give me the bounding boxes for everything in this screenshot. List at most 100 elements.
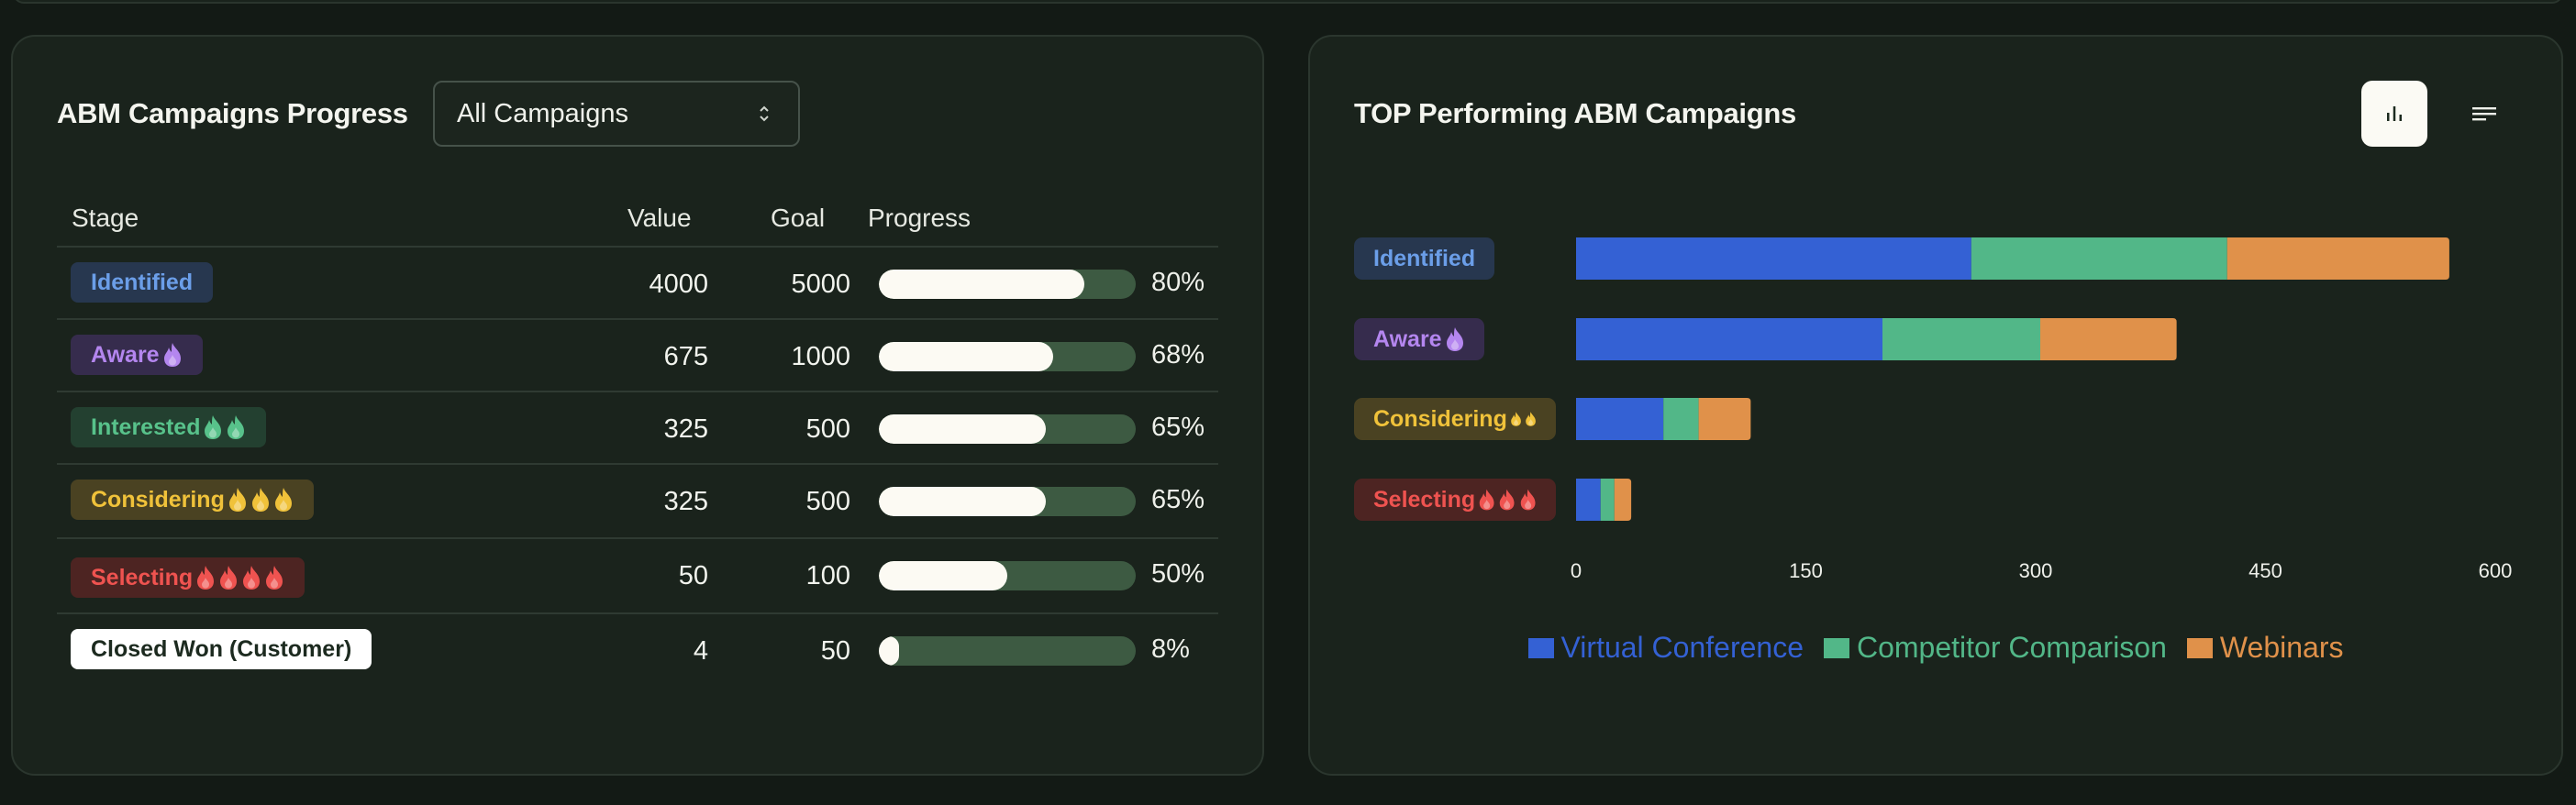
table-row: Interested 325 500 65%	[57, 391, 1218, 463]
flame-icon	[228, 488, 246, 512]
stage-badge: Interested	[71, 407, 267, 447]
flame-icon	[1500, 489, 1515, 511]
flame-icon	[251, 488, 269, 512]
top-campaigns-card: TOP Performing ABM Campaigns Identified A…	[1308, 35, 2563, 776]
stage-label: Aware	[91, 341, 160, 368]
progress-bar	[879, 561, 1136, 590]
bar-segment[interactable]	[1971, 237, 2227, 280]
bar-segment[interactable]	[2226, 237, 2449, 280]
bar-segment[interactable]	[1663, 398, 1699, 440]
flame-icon	[220, 566, 238, 590]
flame-icon	[205, 415, 222, 439]
campaigns-progress-title: ABM Campaigns Progress	[57, 97, 408, 129]
flame-icon	[274, 488, 292, 512]
progress-fill	[879, 414, 1046, 444]
stage-badge: Aware	[71, 335, 203, 375]
bar-segment[interactable]	[1614, 479, 1632, 521]
progress-percent: 50%	[1151, 559, 1205, 589]
progress-percent: 8%	[1151, 634, 1190, 664]
progress-fill	[879, 561, 1007, 590]
legend-swatch	[1527, 637, 1554, 658]
bar-segment[interactable]	[1600, 479, 1615, 521]
bar-segment[interactable]	[1882, 318, 2041, 360]
goal-cell: 5000	[791, 270, 850, 299]
goal-cell: 500	[805, 487, 850, 516]
header-progress: Progress	[868, 204, 972, 232]
campaigns-progress-card: ABM Campaigns Progress All Campaigns Sta…	[11, 35, 1264, 776]
flame-icon	[1520, 489, 1536, 511]
value-cell: 4000	[649, 270, 708, 299]
stage-badge: Identified	[71, 262, 214, 303]
stacked-bar-chart	[1576, 237, 2449, 521]
flame-icon	[1446, 327, 1463, 351]
category-label: Identified	[1354, 237, 1495, 280]
bar-segment[interactable]	[1576, 318, 1882, 360]
goal-cell: 50	[820, 636, 850, 666]
chevron-up-down-icon	[760, 105, 769, 122]
x-tick-label: 150	[1789, 559, 1823, 582]
list-icon	[2472, 107, 2496, 121]
flame-icon	[1479, 489, 1494, 511]
bar-segment[interactable]	[1576, 398, 1664, 440]
table-row: Considering 325 500 65%	[57, 463, 1218, 537]
category-text: Selecting	[1373, 486, 1476, 513]
value-cell: 325	[663, 414, 708, 444]
value-cell: 325	[663, 487, 708, 516]
header-value: Value	[627, 204, 692, 232]
table-row: Identified 4000 5000 80%	[57, 246, 1218, 318]
legend-item[interactable]: Competitor Comparison	[1823, 631, 2167, 665]
goal-cell: 100	[805, 561, 850, 590]
legend-swatch	[1823, 637, 1849, 658]
category-label: Selecting	[1354, 479, 1556, 521]
flame-icon	[228, 415, 245, 439]
category-text: Identified	[1373, 245, 1476, 271]
stage-badge: Considering	[71, 480, 314, 520]
goal-cell: 500	[805, 414, 850, 444]
stage-label: Closed Won (Customer)	[91, 635, 352, 662]
header-stage: Stage	[72, 204, 139, 232]
stage-badge: Closed Won (Customer)	[71, 629, 372, 669]
category-text: Considering	[1373, 405, 1507, 432]
stage-label: Identified	[91, 269, 194, 295]
category-label: Aware	[1354, 318, 1484, 360]
progress-fill	[879, 270, 1084, 299]
campaign-select[interactable]: All Campaigns	[433, 81, 800, 147]
bar-segment[interactable]	[2040, 318, 2177, 360]
flame-icon	[163, 343, 181, 367]
progress-percent: 68%	[1151, 340, 1205, 369]
flame-icon	[266, 566, 283, 590]
top-panel-edge	[13, 0, 2563, 4]
x-tick-label: 300	[2018, 559, 2053, 582]
chart-legend: Virtual Conference Competitor Comparison W…	[1310, 631, 2561, 665]
progress-percent: 65%	[1151, 413, 1205, 442]
category-label: Considering	[1354, 398, 1556, 440]
bar-chart-icon	[2387, 106, 2402, 121]
table-row: Closed Won (Customer) 4 50 8%	[57, 612, 1218, 686]
list-view-button[interactable]	[2451, 81, 2517, 147]
progress-percent: 80%	[1151, 268, 1205, 297]
progress-bar	[879, 414, 1136, 444]
stage-label: Interested	[91, 414, 201, 440]
bar-segment[interactable]	[1576, 479, 1601, 521]
progress-fill	[879, 636, 900, 666]
x-tick-label: 0	[1570, 559, 1582, 582]
legend-item[interactable]: Virtual Conference	[1527, 631, 1804, 665]
flame-icon	[243, 566, 261, 590]
progress-percent: 65%	[1151, 485, 1205, 514]
flame-icon	[1526, 412, 1536, 426]
legend-swatch	[2186, 637, 2213, 658]
legend-item[interactable]: Webinars	[2186, 631, 2344, 665]
progress-bar	[879, 487, 1136, 516]
value-cell: 50	[678, 561, 708, 590]
legend-label: Webinars	[2219, 631, 2344, 664]
goal-cell: 1000	[791, 342, 850, 371]
value-cell: 4	[693, 636, 708, 666]
progress-fill	[879, 342, 1054, 371]
progress-bar	[879, 636, 1136, 666]
table-row: Selecting 50 100 50%	[57, 537, 1218, 612]
bar-chart-view-button[interactable]	[2361, 81, 2427, 147]
bar-segment[interactable]	[1698, 398, 1751, 440]
campaign-select-value: All Campaigns	[457, 98, 628, 128]
bar-segment[interactable]	[1576, 237, 1971, 280]
legend-label: Competitor Comparison	[1856, 631, 2167, 664]
